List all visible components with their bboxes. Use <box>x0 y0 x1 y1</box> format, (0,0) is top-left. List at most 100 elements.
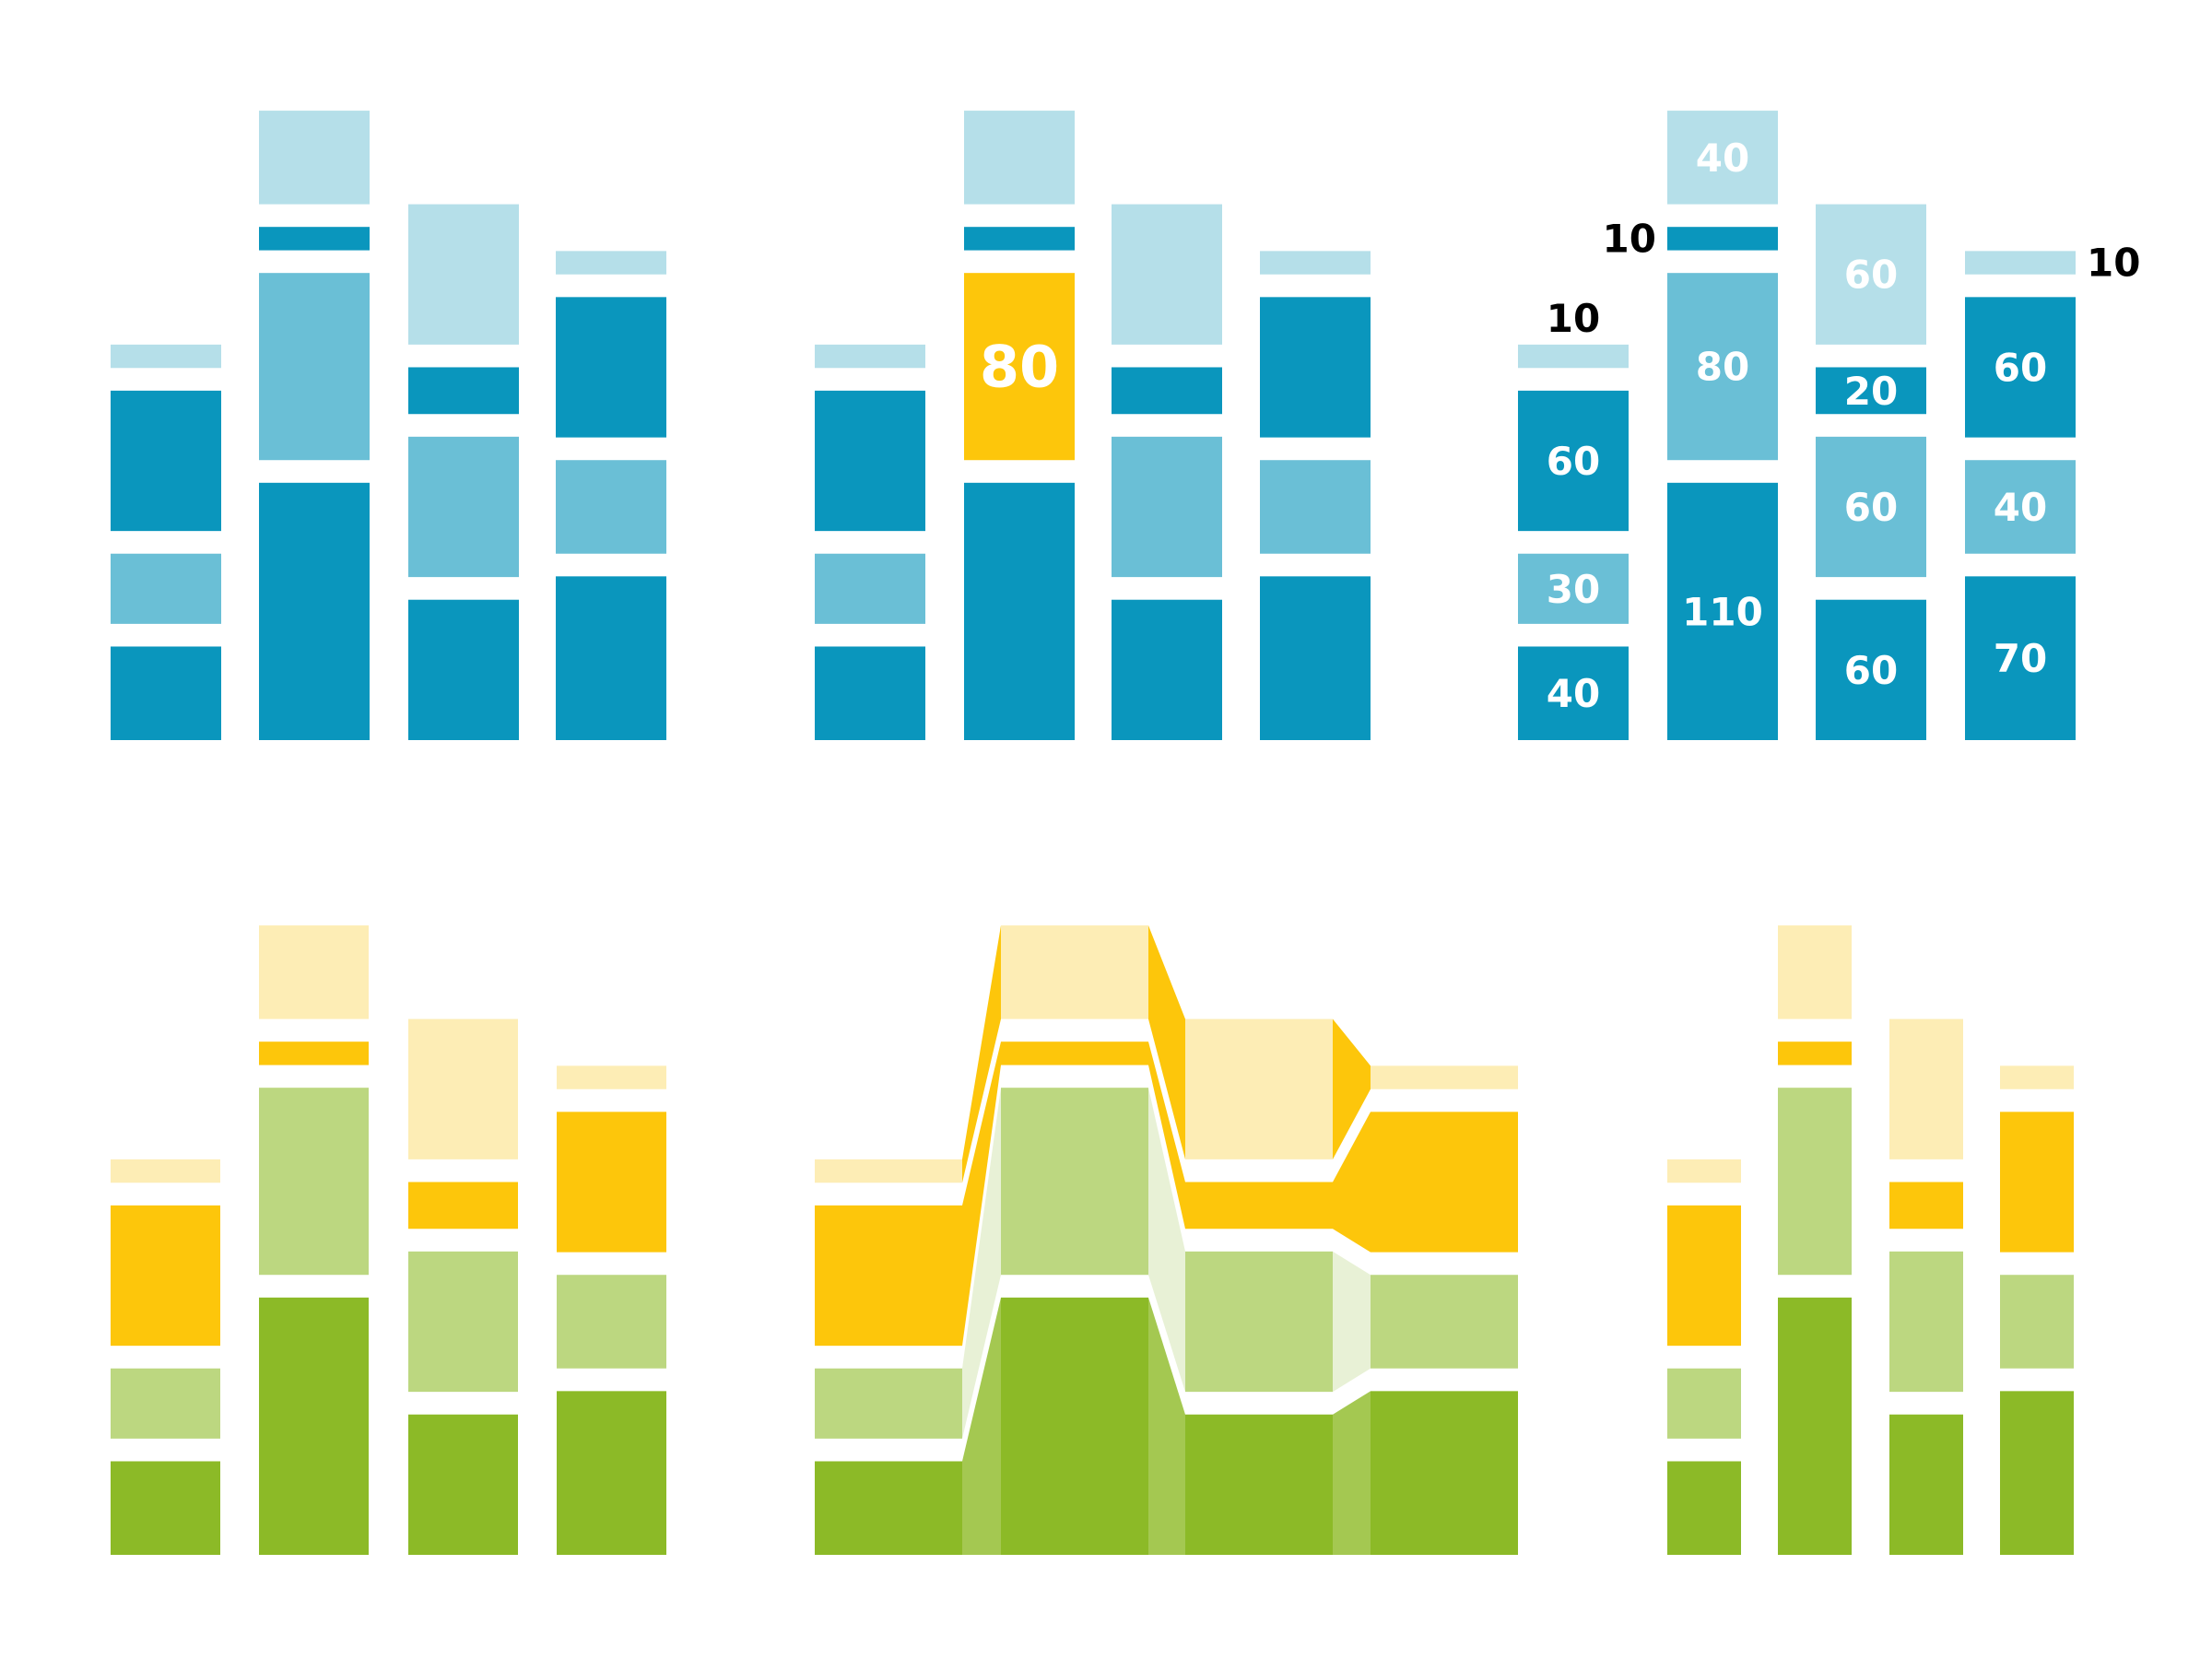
bar-segment <box>1778 1041 1852 1065</box>
flow-connector <box>1148 1041 1185 1230</box>
bar-segment <box>557 1112 666 1253</box>
highlighted-bar-segment <box>964 273 1075 461</box>
bar-segment <box>1260 576 1371 740</box>
bar-segment <box>964 227 1075 251</box>
bar-segment <box>408 1414 518 1555</box>
bar-segment <box>1667 1368 1741 1439</box>
bar-segment <box>1889 1182 1963 1230</box>
bar-segment <box>408 1182 518 1230</box>
bar-segment <box>1816 367 1926 415</box>
bar-segment <box>111 553 221 624</box>
flow-connector <box>962 1088 1001 1439</box>
chart-panel-6 <box>1667 925 2074 1555</box>
bar-segment <box>1518 344 1629 369</box>
bar-segment <box>259 1041 369 1065</box>
bar-segment <box>1371 1112 1518 1253</box>
bar-segment <box>1965 297 2076 438</box>
bar-segment <box>1965 251 2076 275</box>
bar-segment <box>1518 553 1629 624</box>
data-label: 70 <box>1994 636 2047 681</box>
flow-connector <box>1148 925 1185 1159</box>
bar-segment <box>1112 367 1222 415</box>
bar-segment <box>1260 297 1371 438</box>
bar-segment <box>259 273 370 461</box>
bar-segment <box>1965 460 2076 554</box>
chart-panel-4 <box>111 925 666 1555</box>
bar-segment <box>557 1275 666 1369</box>
bar-segment <box>557 1065 666 1089</box>
data-label: 80 <box>1696 345 1749 390</box>
bar-segment <box>408 1251 518 1393</box>
bar-segment <box>815 1205 962 1347</box>
bar-segment <box>1371 1065 1518 1089</box>
data-label: 40 <box>1696 135 1749 181</box>
bar-segment <box>1001 925 1148 1019</box>
bar-segment <box>111 390 221 532</box>
data-label: 60 <box>1844 648 1898 693</box>
highlight-label: 80 <box>980 334 1059 401</box>
chart-panel-2: 80 <box>815 111 1371 740</box>
bar-segment <box>1112 599 1222 740</box>
bar-segment <box>111 344 221 369</box>
bar-segment <box>815 553 925 624</box>
data-label: 10 <box>1547 296 1600 341</box>
flow-connector <box>1333 1251 1371 1393</box>
bar-segment <box>815 390 925 532</box>
bar-segment <box>1260 460 1371 554</box>
bar-segment <box>815 1159 962 1183</box>
bar-segment <box>1816 436 1926 578</box>
bar-segment <box>964 482 1075 740</box>
data-label: 30 <box>1547 567 1600 612</box>
bar-segment <box>2000 1391 2074 1555</box>
bar-segment <box>259 227 370 251</box>
chart-panel-5 <box>815 925 1518 1555</box>
data-label: 40 <box>1994 485 2047 530</box>
bar-segment <box>111 1159 220 1183</box>
bar-segment <box>815 1461 962 1555</box>
bar-segment <box>408 1018 518 1159</box>
bar-segment <box>1001 1041 1148 1065</box>
bar-segment <box>1260 251 1371 275</box>
bar-segment <box>408 367 519 415</box>
bar-segment <box>556 576 666 740</box>
bar-segment <box>1667 1461 1741 1555</box>
bar-segment <box>1778 1297 1852 1555</box>
bar-segment <box>111 1461 220 1555</box>
bar-segment <box>111 1205 220 1347</box>
bar-segment <box>1371 1275 1518 1369</box>
bar-segment <box>1889 1414 1963 1555</box>
bar-segment <box>1667 111 1778 205</box>
flow-connector <box>1148 1088 1185 1393</box>
flow-connector <box>1333 1018 1371 1159</box>
bar-segment <box>408 204 519 345</box>
bar-segment <box>1889 1018 1963 1159</box>
bar-segment <box>1112 204 1222 345</box>
bar-segment <box>1518 646 1629 740</box>
bar-segment <box>408 599 519 740</box>
data-label: 60 <box>1994 345 2047 390</box>
chart-panel-1 <box>111 111 666 740</box>
bar-segment <box>259 111 370 205</box>
bar-segment <box>1667 1205 1741 1347</box>
flow-connector <box>1148 1297 1185 1555</box>
bar-segment <box>111 646 221 740</box>
data-label: 20 <box>1844 369 1898 414</box>
bar-segment <box>1816 204 1926 345</box>
data-label: 40 <box>1547 671 1600 716</box>
bar-segment <box>1667 482 1778 740</box>
bar-segment <box>815 646 925 740</box>
bar-segment <box>1518 390 1629 532</box>
bar-segment <box>556 251 666 275</box>
bar-segment <box>556 297 666 438</box>
bar-segment <box>111 1368 220 1439</box>
bar-segment <box>408 436 519 578</box>
bar-segment <box>259 482 370 740</box>
bar-segment <box>815 344 925 369</box>
bar-segment <box>1778 1088 1852 1276</box>
chart-panel-3: 40 30 60 10 110 80 10 40 60 60 20 60 70 40 60 10 <box>1518 111 2140 740</box>
bar-segment <box>815 1368 962 1439</box>
bar-segment <box>1185 1414 1333 1555</box>
bar-segment <box>2000 1065 2074 1089</box>
bar-segment <box>259 925 369 1019</box>
